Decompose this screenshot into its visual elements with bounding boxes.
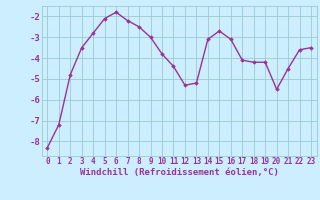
X-axis label: Windchill (Refroidissement éolien,°C): Windchill (Refroidissement éolien,°C)	[80, 168, 279, 177]
